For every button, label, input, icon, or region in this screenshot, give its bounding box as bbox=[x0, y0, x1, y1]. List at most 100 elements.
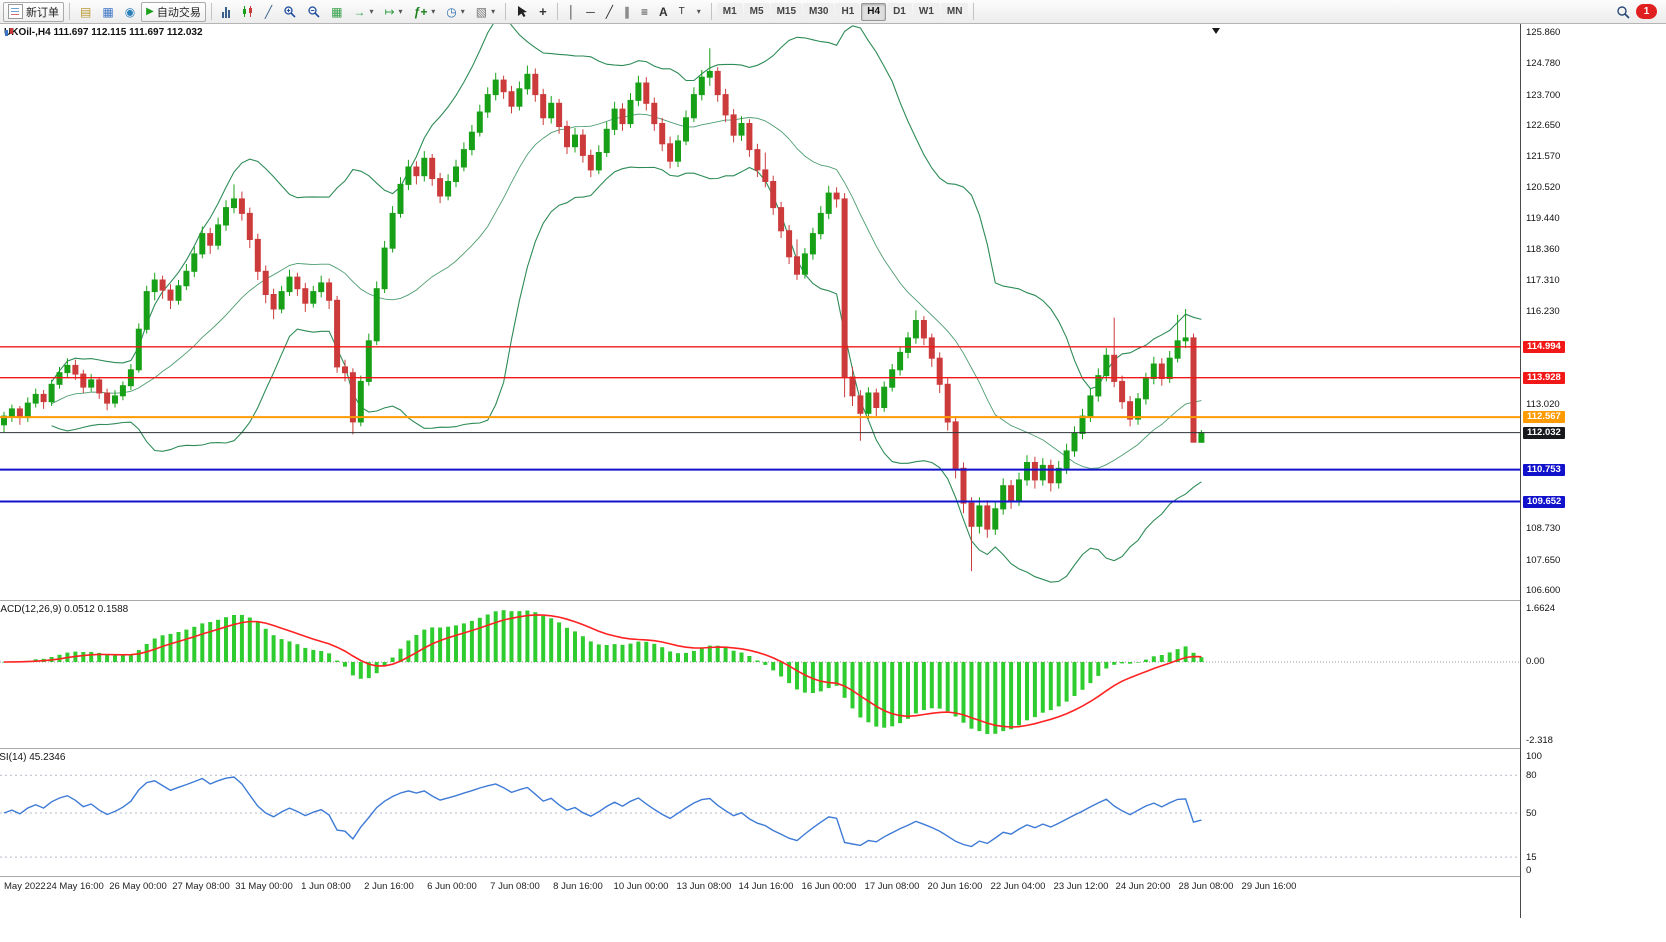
chart-title-text: UKOil-,H4 111.697 112.115 111.697 112.03… bbox=[4, 27, 203, 38]
horizontal-line-button[interactable]: ─ bbox=[581, 2, 600, 22]
tile-windows-icon: ▦ bbox=[331, 4, 343, 19]
price-axis-label: 120.520 bbox=[1526, 182, 1561, 193]
price-axis-label: 118.360 bbox=[1526, 244, 1560, 255]
price-axis-label: 124.780 bbox=[1526, 58, 1561, 69]
timeframe-h1-button[interactable]: H1 bbox=[835, 2, 861, 21]
macd-panel[interactable]: MACD(12,26,9) 0.0512 0.1588 bbox=[0, 602, 1520, 748]
bar-chart-button[interactable] bbox=[217, 2, 235, 22]
data-window-button[interactable]: ▦ bbox=[97, 2, 118, 22]
zoom-out-icon bbox=[308, 6, 320, 18]
chart-shift-icon: ↦ bbox=[384, 4, 395, 19]
chart-shift-marker[interactable] bbox=[1212, 28, 1220, 34]
bar-chart-icon bbox=[221, 6, 230, 18]
chevron-down-icon: ▾ bbox=[369, 7, 374, 16]
price-tag: 112.032 bbox=[1523, 427, 1565, 439]
time-axis-label: 2 Jun 16:00 bbox=[364, 881, 414, 892]
trendline-button[interactable]: ╱ bbox=[601, 2, 618, 22]
autotrading-button[interactable]: ▶ 自动交易 bbox=[141, 1, 206, 22]
text-button[interactable]: A bbox=[654, 2, 673, 22]
time-axis-label: 13 Jun 08:00 bbox=[676, 881, 732, 892]
shapes-button[interactable]: ▾ bbox=[691, 2, 706, 22]
search-button[interactable] bbox=[1611, 2, 1635, 22]
toolbar-separator bbox=[973, 3, 975, 20]
navigator-icon: ◉ bbox=[124, 4, 136, 19]
price-axis-label: 108.730 bbox=[1526, 523, 1561, 534]
cursor-icon bbox=[518, 6, 528, 17]
candlestick-chart-button[interactable] bbox=[236, 2, 259, 22]
time-axis-label: 16 Jun 00:00 bbox=[801, 881, 857, 892]
rsi-axis-label: 0 bbox=[1526, 865, 1532, 876]
panel-separator[interactable] bbox=[0, 600, 1666, 602]
indicators-icon: ƒ+ bbox=[413, 4, 428, 19]
timeframe-w1-button[interactable]: W1 bbox=[912, 2, 940, 21]
price-axis-label: 107.650 bbox=[1526, 555, 1561, 566]
timeframe-d1-button[interactable]: D1 bbox=[887, 2, 912, 21]
new-order-icon bbox=[8, 4, 23, 19]
fibonacci-icon: ≡ bbox=[640, 4, 648, 19]
tile-windows-button[interactable]: ▦ bbox=[326, 2, 347, 22]
price-axis[interactable]: 125.860 124.780 123.700 122.650 121.570 120.5… bbox=[1520, 24, 1666, 918]
text-label-icon: T bbox=[678, 5, 685, 17]
price-axis-label: 123.700 bbox=[1526, 90, 1561, 101]
price-axis-label: 125.860 bbox=[1526, 27, 1561, 38]
macd-chart[interactable] bbox=[0, 602, 1520, 748]
chart-title: UKOil-,H4 111.697 112.115 111.697 112.03… bbox=[4, 27, 203, 38]
toolbar-separator bbox=[710, 3, 712, 20]
text-label-button[interactable]: T bbox=[674, 2, 690, 22]
price-tag: 114.994 bbox=[1523, 341, 1565, 353]
fibonacci-button[interactable]: ≡ bbox=[636, 2, 653, 22]
rsi-axis-label: 50 bbox=[1526, 808, 1537, 819]
line-chart-icon: ╱ bbox=[264, 4, 273, 19]
zoom-in-icon bbox=[284, 6, 296, 18]
main-chart-panel[interactable]: UKOil-,H4 111.697 112.115 111.697 112.03… bbox=[0, 24, 1520, 600]
panel-separator[interactable] bbox=[0, 748, 1666, 750]
time-axis-label: 20 Jun 16:00 bbox=[927, 881, 983, 892]
timeframe-m30-button[interactable]: M30 bbox=[803, 2, 835, 21]
cursor-button[interactable] bbox=[511, 2, 533, 22]
time-axis-label: 26 May 00:00 bbox=[109, 881, 167, 892]
trendline-icon: ╱ bbox=[605, 4, 613, 19]
zoom-in-button[interactable] bbox=[278, 2, 301, 22]
chevron-down-icon: ▾ bbox=[491, 7, 496, 16]
autotrading-play-icon: ▶ bbox=[146, 5, 154, 17]
time-axis[interactable]: May 2022 24 May 16:00 26 May 00:00 27 May 0… bbox=[0, 878, 1666, 898]
zoom-out-button[interactable] bbox=[302, 2, 325, 22]
rsi-panel[interactable]: RSI(14) 45.2346 bbox=[0, 750, 1520, 876]
line-chart-button[interactable]: ╱ bbox=[260, 2, 277, 22]
time-axis-label: 17 Jun 08:00 bbox=[864, 881, 920, 892]
chevron-down-icon: ▾ bbox=[431, 7, 436, 16]
horizontal-line-icon: ─ bbox=[586, 4, 595, 19]
search-icon bbox=[1617, 5, 1630, 19]
timeframe-mn-button[interactable]: MN bbox=[940, 2, 969, 21]
navigator-button[interactable]: ◉ bbox=[120, 2, 140, 22]
toolbar-separator bbox=[210, 3, 212, 20]
candlestick-chart[interactable] bbox=[0, 24, 1520, 600]
chart-symbol-icon bbox=[5, 28, 13, 36]
periods-button[interactable]: ◷ ▾ bbox=[441, 2, 470, 22]
templates-button[interactable]: ▧ ▾ bbox=[471, 2, 500, 22]
templates-icon: ▧ bbox=[475, 4, 488, 19]
channel-icon: ∥ bbox=[623, 4, 630, 19]
timeframe-h4-button[interactable]: H4 bbox=[861, 2, 887, 21]
channel-button[interactable]: ∥ bbox=[619, 2, 635, 22]
rsi-axis-label: 100 bbox=[1526, 751, 1542, 762]
vertical-line-button[interactable]: │ bbox=[563, 2, 581, 22]
timeframe-m1-button[interactable]: M1 bbox=[716, 2, 743, 21]
time-axis-label: 24 May 16:00 bbox=[46, 881, 104, 892]
chart-shift-button[interactable]: ↦ ▾ bbox=[379, 2, 407, 22]
new-order-button[interactable]: 新订单 bbox=[3, 1, 64, 22]
indicators-button[interactable]: ƒ+ ▾ bbox=[409, 2, 441, 22]
chevron-down-icon: ▾ bbox=[398, 7, 403, 16]
time-axis-label: 29 Jun 16:00 bbox=[1241, 881, 1297, 892]
auto-scroll-button[interactable]: → ▾ bbox=[348, 2, 378, 22]
timeframe-m5-button[interactable]: M5 bbox=[743, 2, 770, 21]
notification-badge[interactable]: 1 bbox=[1636, 4, 1657, 19]
macd-axis-label: -2.318 bbox=[1526, 735, 1553, 746]
panel-separator[interactable] bbox=[0, 876, 1666, 878]
timeframe-m15-button[interactable]: M15 bbox=[770, 2, 803, 21]
crosshair-button[interactable]: + bbox=[534, 2, 552, 22]
price-axis-label: 116.230 bbox=[1526, 306, 1560, 317]
macd-label: MACD(12,26,9) 0.0512 0.1588 bbox=[0, 604, 129, 615]
market-watch-button[interactable]: ▤ bbox=[75, 2, 96, 22]
rsi-chart[interactable] bbox=[0, 750, 1520, 876]
